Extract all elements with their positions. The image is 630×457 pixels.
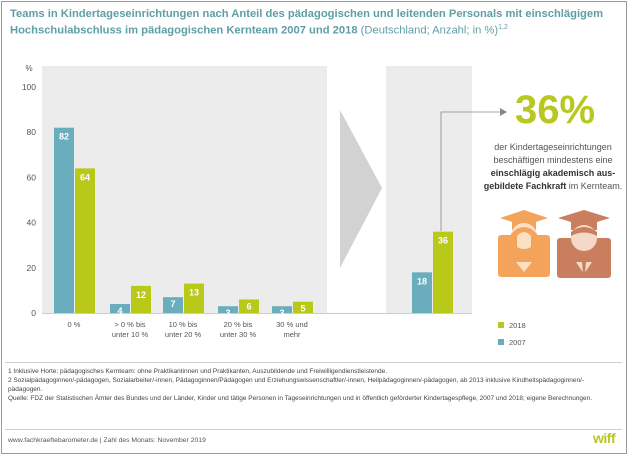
footnote-2: 2 Sozialpädagoginnen/-pädagogen, Soziala…: [8, 377, 585, 393]
chart-panel-summary: [386, 66, 472, 313]
summary-bar-2007: [412, 272, 432, 313]
footnote-1: 1 Inklusive Horte; pädagogisches Kerntea…: [8, 368, 388, 375]
callout-line: [440, 111, 500, 231]
bar-2018: [293, 301, 313, 313]
summary-bar-2018: [433, 231, 453, 313]
y-tick-label: 100: [22, 82, 36, 92]
summary-bar-2007-label: 18: [417, 276, 427, 286]
x-tick-label: 10 % bis: [169, 320, 198, 329]
x-tick-label: unter 30 %: [220, 330, 257, 339]
bar-2007-label: 3: [225, 308, 230, 318]
footer-link[interactable]: www.fachkraeftebarometer.de | Zahl des M…: [8, 437, 206, 444]
bar-2007: [218, 306, 238, 313]
graduate-female-icon: [498, 210, 550, 277]
bar-2018-label: 12: [136, 290, 146, 300]
wiff-logo: wiff: [593, 430, 616, 446]
title-bold: Teams in Kindertageseinrichtungen nach A…: [10, 8, 604, 37]
bar-2018-label: 5: [300, 304, 305, 314]
bar-2007: [110, 303, 130, 313]
bar-2018: [184, 283, 204, 313]
bar-2018: [75, 168, 95, 313]
y-tick-label: 40: [27, 218, 37, 228]
highlight-description: der Kindertageseinrichtungen beschäftige…: [478, 141, 628, 193]
highlight-desc-1: der Kindertageseinrichtungen beschäftige…: [493, 142, 613, 165]
divider-bottom: [5, 429, 622, 430]
chart-title: Teams in Kindertageseinrichtungen nach A…: [10, 7, 620, 38]
bar-2007-label: 4: [117, 306, 122, 316]
x-tick-label: 30 % und: [276, 320, 308, 329]
y-tick-label: 20: [27, 263, 37, 273]
x-tick-label: > 0 % bis: [114, 320, 145, 329]
bar-2007: [163, 297, 183, 313]
x-tick-label: mehr: [283, 330, 301, 339]
bar-2007-label: 7: [170, 299, 175, 309]
bar-2007-label: 82: [59, 132, 69, 142]
summary-bar-2018-label: 36: [438, 236, 448, 246]
highlight-value: 36%: [514, 88, 596, 132]
y-tick-label: 60: [27, 172, 37, 182]
title-footnote-ref: 1,2: [498, 24, 508, 31]
highlight-desc-2: im Kernteam.: [566, 181, 623, 191]
title-normal: (Deutschland; Anzahl; in %): [357, 24, 499, 37]
footnotes: 1 Inklusive Horte; pädagogisches Kerntea…: [8, 367, 618, 403]
bar-2018-label: 6: [246, 301, 251, 311]
bar-2007-label: 3: [279, 308, 284, 318]
source-note: Quelle: FDZ der Statistischen Ämter des …: [8, 395, 593, 402]
bar-2018-label: 64: [80, 172, 90, 182]
bar-2007: [272, 306, 292, 313]
x-tick-label: 0 %: [68, 320, 81, 329]
graduate-male-icon: [557, 210, 611, 278]
highlight-desc-bold: einschlägig akademisch aus­gebildete Fac…: [483, 168, 616, 191]
bar-2007: [54, 127, 74, 314]
x-tick-label: unter 20 %: [165, 330, 202, 339]
callout-arrowhead: [500, 108, 507, 116]
y-tick-label: 80: [27, 127, 37, 137]
legend-label-2007: 2007: [509, 338, 526, 347]
x-tick-label: unter 10 %: [112, 330, 149, 339]
bar-2018: [131, 285, 151, 313]
y-unit-label: %: [25, 64, 32, 73]
y-tick-label: 0: [31, 308, 36, 318]
legend-label-2018: 2018: [509, 321, 526, 330]
legend-swatch-2018: [498, 322, 504, 328]
transition-arrow: [340, 110, 382, 268]
bar-2018: [239, 299, 259, 313]
bar-2018-label: 13: [189, 288, 199, 298]
legend-swatch-2007: [498, 339, 504, 345]
x-tick-label: 20 % bis: [224, 320, 253, 329]
divider-top: [5, 362, 622, 363]
